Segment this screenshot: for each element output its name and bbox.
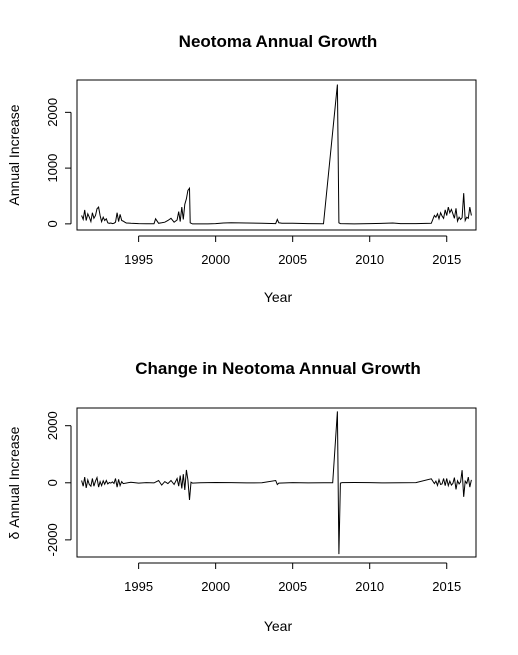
x-tick-label: 2000 [201, 252, 230, 267]
x-axis-label: Year [264, 289, 293, 305]
x-tick-label: 2005 [278, 579, 307, 594]
x-tick-label: 1995 [124, 579, 153, 594]
y-tick-label: -2000 [45, 523, 60, 556]
chart-title: Change in Neotoma Annual Growth [135, 359, 421, 378]
y-axis-label: Annual Increase [6, 104, 22, 205]
y-axis-label: δ Annual Increase [6, 426, 22, 539]
x-tick-label: 2015 [432, 252, 461, 267]
x-axis: 1995 2000 2005 2010 2015 [124, 235, 461, 267]
chart-title: Neotoma Annual Growth [179, 32, 378, 51]
x-tick-label: 2000 [201, 579, 230, 594]
plot-frame [76, 407, 477, 558]
x-tick-label: 2010 [355, 252, 384, 267]
x-axis-label: Year [264, 618, 293, 634]
chart-panel-change: Change in Neotoma Annual Growth 1995 2000… [6, 359, 477, 634]
x-tick-label: 2005 [278, 252, 307, 267]
y-tick-label: 0 [45, 220, 60, 227]
series-line [81, 411, 472, 555]
x-tick-label: 1995 [124, 252, 153, 267]
series-line [81, 84, 472, 225]
y-tick-label: 1000 [45, 154, 60, 183]
y-tick-label: 0 [45, 479, 60, 486]
x-axis: 1995 2000 2005 2010 2015 [124, 562, 461, 594]
x-tick-label: 2010 [355, 579, 384, 594]
y-axis: 0 1000 2000 [45, 98, 72, 227]
plot-frame [76, 79, 477, 231]
x-tick-label: 2015 [432, 579, 461, 594]
y-tick-label: 2000 [45, 411, 60, 440]
y-tick-label: 2000 [45, 98, 60, 127]
chart-panel-growth: Neotoma Annual Growth 1995 2000 2005 2010 20… [6, 32, 477, 305]
y-axis: -2000 0 2000 [45, 411, 72, 556]
